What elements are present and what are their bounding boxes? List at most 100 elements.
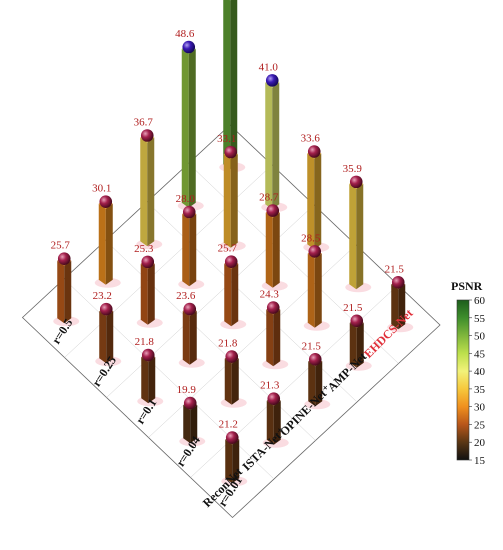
value-label: 21.5	[385, 263, 405, 275]
bar-left-face	[223, 0, 231, 170]
value-label: 21.3	[260, 380, 280, 392]
value-label: 21.5	[343, 302, 363, 314]
bar-marker	[224, 255, 238, 269]
colorbar-tick-label: 25	[474, 419, 486, 431]
colorbar-tick-label: 30	[474, 402, 486, 414]
bar-right-face	[147, 263, 155, 325]
bar-ReconNet-r=0.5: 25.7	[51, 240, 80, 327]
bar-marker	[57, 252, 71, 266]
bar-marker	[308, 245, 322, 258]
bar-left-face	[265, 212, 273, 288]
bar-marker	[391, 276, 405, 289]
bar-left-face	[307, 253, 315, 328]
bar-left-face	[183, 405, 191, 444]
bar-right-face	[273, 400, 281, 445]
bar-right-face	[314, 253, 322, 328]
bar-OPINE-Net⁺-r=0.25: 28.0	[176, 193, 205, 290]
bar-right-face	[356, 322, 364, 368]
value-label: 30.1	[92, 183, 111, 195]
value-label: 19.9	[177, 384, 197, 396]
value-label: 35.9	[343, 163, 363, 175]
bar-right-face	[231, 263, 239, 327]
colorbar-tick-label: 55	[474, 313, 486, 325]
bar-right-face	[64, 260, 72, 324]
bar-ISTA-Net⁺-r=0.5: 30.1	[92, 183, 121, 288]
bar-marker	[349, 175, 363, 189]
colorbar-tick-label: 35	[474, 384, 486, 396]
bar-marker	[183, 302, 197, 316]
grid-line	[190, 284, 399, 478]
bar-AMP-Net-r=0.04: 28.5	[301, 232, 330, 331]
value-label: 21.8	[218, 338, 238, 350]
colorbar-tick-label: 60	[474, 295, 486, 307]
value-label: 21.8	[135, 336, 155, 348]
value-label: 28.5	[301, 232, 321, 244]
bar-left-face	[141, 357, 149, 404]
bar-left-face	[223, 154, 231, 248]
bar-marker	[140, 129, 154, 142]
bar-AMP-Net-r=0.01: 21.5	[343, 302, 372, 371]
bar-right-face	[272, 212, 280, 288]
bar-left-face	[266, 400, 274, 445]
bar-ReconNet-r=0.25: 23.2	[93, 290, 122, 367]
bar-left-face	[98, 203, 106, 285]
bar-right-face	[315, 361, 323, 407]
bar-right-face	[106, 311, 114, 364]
bar-marker	[225, 431, 239, 444]
bar-left-face	[140, 263, 148, 325]
colorbar-tick-label: 15	[474, 455, 486, 467]
bar-right-face	[272, 82, 280, 210]
value-label: 36.7	[134, 117, 154, 129]
value-label: 28.0	[176, 193, 196, 205]
bar-group: 52.248.641.036.733.133.630.128.028.735.9…	[51, 0, 414, 487]
bar-right-face	[148, 357, 156, 404]
bar-right-face	[105, 203, 113, 285]
colorbar-tick-label: 50	[474, 331, 486, 343]
value-label: 33.1	[217, 133, 236, 145]
bar-marker	[141, 348, 155, 362]
bar-AMP-Net-r=0.25: 33.1	[217, 133, 246, 251]
bar-right-face	[398, 284, 406, 330]
value-label: 24.3	[260, 289, 280, 301]
bar-left-face	[99, 311, 107, 364]
bar-marker	[307, 145, 321, 158]
bar-left-face	[140, 137, 148, 247]
bar-marker	[141, 255, 155, 269]
bar-right-face	[190, 405, 198, 444]
bar-marker	[182, 205, 196, 219]
bar-marker	[308, 353, 322, 366]
value-label: 33.6	[301, 133, 321, 145]
colorbar-tick-label: 45	[474, 348, 486, 360]
bar-ReconNet-r=0.01: 21.2	[219, 419, 248, 487]
value-label: 28.7	[259, 192, 279, 204]
bar-left-face	[349, 183, 357, 290]
bar-left-face	[349, 322, 357, 368]
bar-marker	[266, 204, 280, 217]
bar-marker	[182, 40, 196, 54]
bar-left-face	[308, 361, 316, 407]
bar-right-face	[356, 183, 364, 290]
bar-ReconNet-r=0.04: 19.9	[177, 384, 206, 447]
bar-marker	[267, 392, 281, 405]
bar-marker	[225, 350, 239, 363]
bar-OPINE-Net⁺-r=0.1: 25.7	[218, 243, 247, 330]
bar-OPINE-Net⁺-r=0.04: 24.3	[260, 289, 289, 370]
bar-ISTA-Net⁺-r=0.04: 21.8	[218, 338, 247, 408]
bar-left-face	[224, 358, 232, 405]
bar-marker	[265, 74, 279, 87]
value-label: 25.7	[51, 240, 71, 252]
bar-marker	[99, 302, 113, 316]
bar-right-face	[189, 311, 197, 365]
colorbar-legend: PSNR 60 55 50 45 40 35 30 25 20 15	[451, 279, 486, 467]
bar-EHDCS-Net-r=0.01: 21.5	[385, 263, 414, 333]
bar-right-face	[273, 309, 281, 367]
bar-OPINE-Net⁺-r=0.01: 21.5	[302, 340, 331, 410]
bar-EHDCS-Net-r=0.04: 35.9	[343, 163, 372, 293]
bar-marker	[224, 145, 238, 159]
colorbar	[456, 299, 470, 461]
bar-marker	[183, 396, 197, 410]
value-label: 25.3	[134, 243, 154, 255]
bar-left-face	[265, 82, 273, 210]
bar-marker	[350, 314, 364, 328]
bar-right-face	[230, 0, 238, 170]
